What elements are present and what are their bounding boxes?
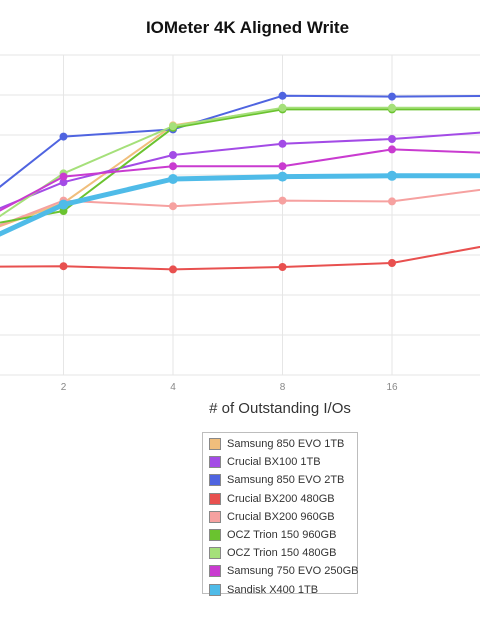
legend-swatch: [209, 474, 221, 487]
data-point: [59, 172, 68, 181]
data-point: [169, 162, 177, 171]
legend-swatch: [209, 510, 221, 523]
legend-swatch: [209, 529, 221, 541]
series-line: [0, 188, 480, 227]
legend-label: Samsung 850 EVO 2TB: [227, 474, 345, 487]
x-tick-label: 2: [61, 382, 67, 393]
legend-swatch: [209, 583, 221, 596]
data-point: [169, 151, 177, 159]
legend-label: Crucial BX200 960GB: [227, 510, 335, 523]
data-point: [388, 103, 396, 112]
legend-label: Crucial BX200 480GB: [227, 492, 335, 505]
data-point: [387, 170, 397, 181]
data-point: [169, 202, 177, 211]
data-point: [59, 132, 68, 141]
legend-label: OCZ Trion 150 480GB: [227, 547, 337, 560]
data-point: [59, 178, 68, 187]
line-chart: 2 4 8 16: [0, 54, 480, 393]
legend-item: OCZ Trion 150 960GB: [209, 528, 336, 542]
chart-title: IOMeter 4K Aligned Write: [145, 18, 350, 37]
legend-item: Samsung 750 EVO 250GB: [209, 564, 358, 578]
legend-item: OCZ Trion 150 480GB: [209, 546, 336, 560]
series-points: [58, 91, 397, 274]
legend-item: Crucial BX200 960GB: [209, 510, 335, 524]
data-point: [388, 135, 396, 143]
legend-label: Samsung 850 EVO 1TB: [227, 438, 345, 450]
data-point: [168, 174, 178, 184]
data-point: [169, 122, 177, 131]
series-line: [0, 173, 480, 237]
data-point: [388, 145, 396, 154]
x-axis-label: # of Outstanding I/Os: [209, 400, 351, 417]
data-point: [59, 262, 68, 271]
legend-label: OCZ Trion 150 960GB: [227, 529, 337, 541]
data-point: [278, 196, 287, 205]
data-point: [388, 259, 396, 267]
series-line: [0, 245, 480, 271]
data-point: [278, 263, 287, 271]
data-point: [278, 162, 287, 171]
legend-swatch: [209, 565, 221, 578]
legend-label: Crucial BX100 1TB: [227, 456, 321, 469]
series-lines: [0, 94, 480, 271]
legend-label: Sandisk X400 1TB: [227, 583, 319, 596]
legend-item: Samsung 850 EVO 2TB: [209, 473, 344, 487]
series-line: [0, 131, 480, 210]
legend-label: Samsung 750 EVO 250GB: [227, 565, 359, 578]
series-line: [0, 94, 480, 188]
series-line: [0, 148, 480, 212]
x-tick-label: 16: [386, 382, 398, 393]
data-point: [58, 199, 69, 210]
data-point: [278, 91, 287, 100]
legend-swatch: [209, 547, 221, 560]
data-point: [278, 103, 287, 112]
legend-item: Samsung 850 EVO 1TB: [209, 437, 344, 451]
x-tick-label: 4: [170, 382, 176, 393]
legend-swatch: [209, 438, 221, 450]
x-tick-label: 8: [280, 382, 286, 393]
x-tick-labels: 2 4 8 16: [61, 382, 398, 393]
data-point: [169, 265, 177, 274]
legend: Samsung 850 EVO 1TB Crucial BX100 1TB Sams…: [202, 432, 358, 597]
legend-item: Crucial BX100 1TB: [209, 455, 321, 469]
grid: [0, 54, 480, 376]
legend-swatch: [209, 456, 221, 469]
legend-item: Sandisk X400 1TB: [209, 583, 318, 597]
data-point: [388, 197, 396, 206]
legend-item: Crucial BX200 480GB: [209, 492, 335, 506]
data-point: [388, 92, 396, 101]
data-point: [278, 139, 287, 148]
legend-swatch: [209, 492, 221, 505]
data-point: [277, 171, 288, 182]
